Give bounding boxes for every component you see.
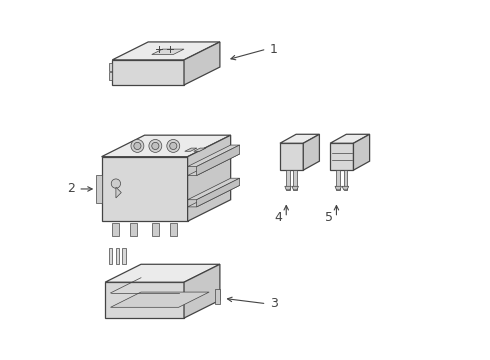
Polygon shape bbox=[286, 170, 290, 190]
Polygon shape bbox=[109, 248, 112, 264]
Circle shape bbox=[149, 139, 162, 152]
Polygon shape bbox=[188, 135, 231, 221]
Polygon shape bbox=[343, 170, 347, 190]
Polygon shape bbox=[280, 134, 319, 143]
Polygon shape bbox=[184, 264, 220, 318]
Circle shape bbox=[167, 139, 180, 152]
Polygon shape bbox=[330, 143, 353, 170]
Polygon shape bbox=[109, 72, 112, 80]
Polygon shape bbox=[105, 264, 220, 282]
Polygon shape bbox=[280, 143, 303, 170]
Text: 2: 2 bbox=[67, 183, 74, 195]
Circle shape bbox=[131, 139, 144, 152]
Polygon shape bbox=[112, 60, 184, 85]
Polygon shape bbox=[111, 292, 209, 307]
Circle shape bbox=[111, 179, 121, 188]
Polygon shape bbox=[196, 145, 240, 176]
Polygon shape bbox=[215, 289, 220, 304]
Polygon shape bbox=[112, 42, 220, 60]
Polygon shape bbox=[194, 148, 206, 151]
Polygon shape bbox=[116, 187, 122, 198]
Polygon shape bbox=[170, 223, 177, 235]
Circle shape bbox=[152, 142, 159, 149]
Polygon shape bbox=[335, 186, 342, 190]
Text: 5: 5 bbox=[325, 211, 333, 224]
Polygon shape bbox=[116, 248, 120, 264]
Polygon shape bbox=[152, 49, 184, 54]
Polygon shape bbox=[105, 282, 184, 318]
Polygon shape bbox=[330, 134, 369, 143]
Polygon shape bbox=[112, 223, 120, 235]
Polygon shape bbox=[185, 148, 197, 151]
Polygon shape bbox=[196, 178, 240, 207]
Polygon shape bbox=[101, 157, 188, 221]
Polygon shape bbox=[152, 223, 159, 235]
Polygon shape bbox=[303, 134, 319, 170]
Polygon shape bbox=[130, 223, 137, 235]
Polygon shape bbox=[188, 145, 240, 167]
Circle shape bbox=[134, 142, 141, 149]
Circle shape bbox=[170, 142, 177, 149]
Polygon shape bbox=[96, 175, 101, 203]
Polygon shape bbox=[184, 42, 220, 85]
Polygon shape bbox=[188, 178, 240, 200]
Polygon shape bbox=[294, 170, 297, 190]
Polygon shape bbox=[188, 185, 240, 207]
Polygon shape bbox=[337, 170, 340, 190]
Polygon shape bbox=[109, 63, 112, 71]
Polygon shape bbox=[292, 186, 298, 190]
Polygon shape bbox=[285, 186, 291, 190]
Text: 1: 1 bbox=[270, 42, 278, 55]
Text: 3: 3 bbox=[270, 297, 278, 310]
Polygon shape bbox=[188, 154, 240, 176]
Text: 4: 4 bbox=[275, 211, 283, 224]
Polygon shape bbox=[122, 248, 126, 264]
Polygon shape bbox=[101, 135, 231, 157]
Polygon shape bbox=[342, 186, 349, 190]
Polygon shape bbox=[353, 134, 369, 170]
